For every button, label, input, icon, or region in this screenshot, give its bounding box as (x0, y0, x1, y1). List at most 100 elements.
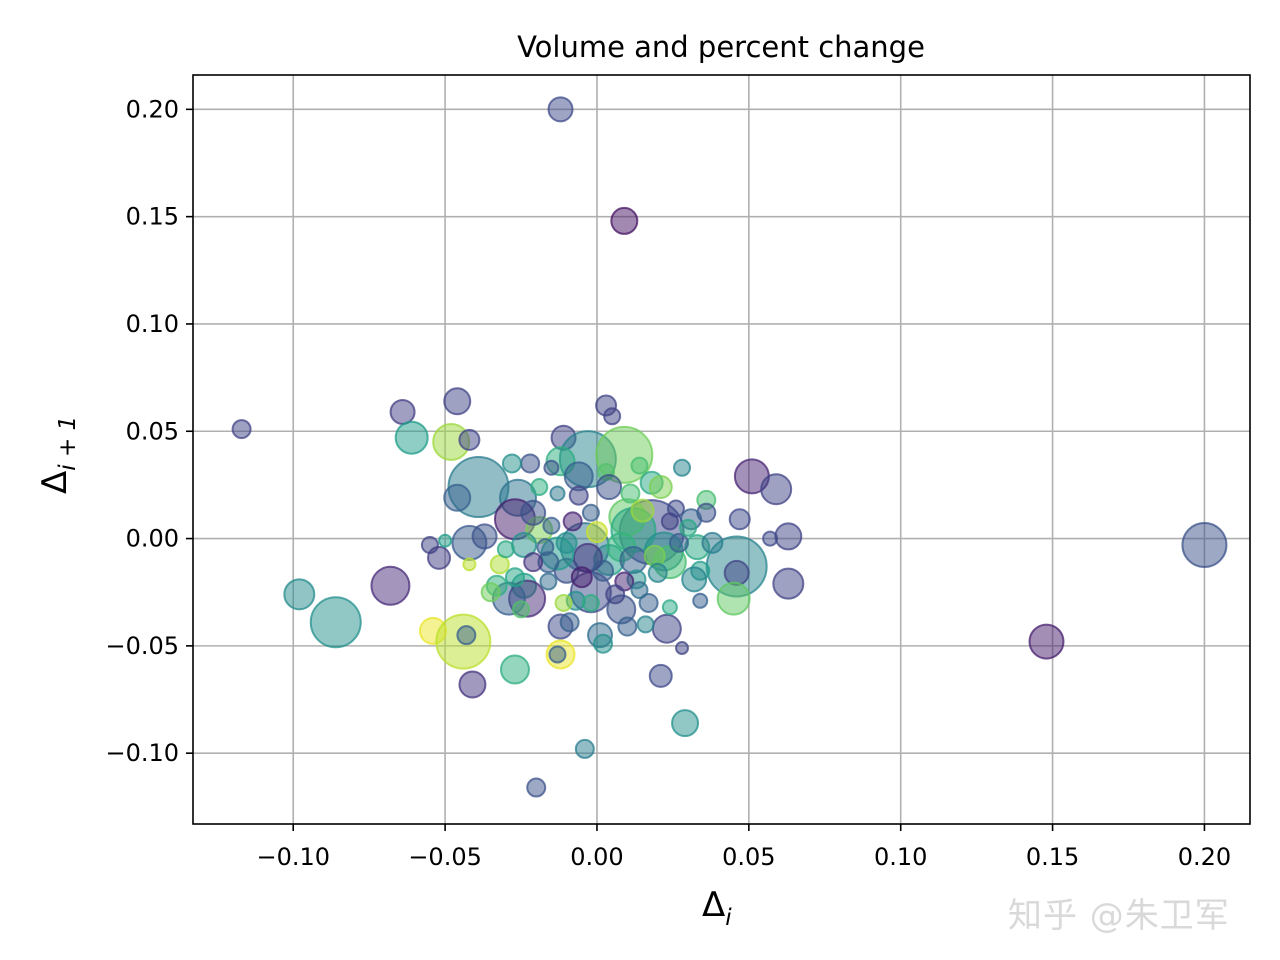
y-axis-label: Δi + 1 (35, 416, 81, 494)
bubble-series (231, 96, 1228, 798)
bubble-point (692, 592, 709, 609)
y-tick-label: 0.10 (126, 310, 179, 338)
bubble-point (679, 518, 698, 537)
bubble-point (630, 456, 649, 475)
bubble-point (648, 663, 673, 688)
bubble-point (592, 559, 615, 582)
bubble-point (480, 582, 501, 603)
bubble-point (539, 572, 558, 591)
x-tick-label: 0.10 (874, 843, 927, 871)
x-axis-label: Δi (702, 885, 732, 931)
bubble-point (647, 562, 668, 583)
x-tick-label: −0.10 (256, 843, 330, 871)
y-tick-label: 0.15 (126, 203, 179, 231)
bubble-point (716, 581, 751, 616)
bubble-point (283, 578, 316, 611)
bubble-point (636, 615, 655, 634)
bubble-point (760, 473, 793, 506)
y-tick-label: 0.05 (126, 417, 179, 445)
bubble-point (568, 485, 589, 506)
bubble-point (762, 530, 779, 547)
x-axis-label-sub: i (725, 905, 732, 931)
y-tick-label: 0.20 (126, 95, 179, 123)
bubble-point (675, 641, 690, 656)
bubble-point (630, 581, 649, 600)
bubble-point (723, 559, 750, 586)
x-tick-label: −0.05 (408, 843, 482, 871)
x-tick-label: 0.00 (570, 843, 623, 871)
bubble-point (536, 538, 555, 557)
bubble-point (520, 453, 541, 474)
bubble-point (630, 498, 655, 523)
bubble-point (570, 566, 593, 589)
x-axis-ticks: −0.10 −0.05 0.00 0.05 0.10 0.15 0.20 (256, 824, 1231, 871)
bubble-point (523, 552, 544, 573)
y-tick-label: 0.00 (126, 525, 179, 553)
bubble-point (638, 592, 659, 613)
bubble-point (499, 654, 530, 685)
plot-frame (192, 74, 1251, 825)
bubble-point (554, 593, 573, 612)
bubble-point (1181, 522, 1228, 569)
y-axis-label-main: Δ (35, 471, 75, 494)
bubble-point (389, 398, 416, 425)
bubble-point (547, 96, 574, 123)
bubble-point (309, 596, 362, 649)
x-tick-label: 0.05 (722, 843, 775, 871)
bubble-point (458, 428, 481, 451)
x-axis-label-main: Δ (702, 885, 725, 925)
bubble-point (660, 512, 679, 531)
bubble-point (542, 516, 561, 535)
bubble-point (648, 475, 673, 500)
bubble-point (549, 485, 566, 502)
bubble-point (596, 474, 623, 501)
bubble-point (456, 625, 477, 646)
bubble-point (471, 523, 498, 550)
bubble-point (496, 540, 515, 559)
y-tick-label: −0.10 (105, 739, 179, 767)
bubble-point (581, 593, 600, 612)
y-tick-label: −0.05 (105, 632, 179, 660)
bubble-point (668, 532, 689, 553)
watermark: 知乎 @朱卫军 (1008, 896, 1230, 936)
bubble-point (543, 459, 560, 476)
bubble-point (619, 546, 648, 575)
y-axis-ticks: −0.10 −0.05 0.00 0.05 0.10 0.15 0.20 (105, 95, 193, 767)
bubble-point (581, 503, 600, 522)
chart-title: Volume and percent change (517, 30, 925, 64)
bubble-point (504, 567, 525, 588)
x-tick-label: 0.20 (1178, 843, 1231, 871)
bubble-point (651, 613, 682, 644)
bubble-point (681, 566, 708, 593)
bubble-point (512, 600, 531, 619)
bubble-point (548, 645, 567, 664)
bubble-point (520, 499, 547, 526)
bubble-point (585, 521, 608, 544)
bubble-point (673, 458, 692, 477)
bubble-point (231, 419, 252, 440)
bubble-point (458, 670, 487, 699)
grid (193, 75, 1250, 824)
bubble-point (462, 557, 477, 572)
x-tick-label: 0.15 (1026, 843, 1079, 871)
bubble-point (643, 544, 666, 567)
bubble-point (559, 612, 580, 633)
bubble-point (728, 508, 751, 531)
bubble-point (526, 777, 547, 798)
bubble-point (501, 453, 522, 474)
bubble-point (605, 584, 626, 605)
bubble-point (661, 599, 678, 616)
bubble-point (620, 483, 641, 504)
bubble-point (562, 511, 583, 532)
bubble-point (530, 478, 549, 497)
bubble-point (593, 633, 614, 654)
bubble-point (394, 420, 429, 455)
bubble-point (774, 522, 803, 551)
y-axis-label-sub: i + 1 (55, 416, 81, 471)
bubble-point (555, 531, 578, 554)
bubble-point (427, 545, 452, 570)
bubble-point (603, 407, 622, 426)
bubble-point (1028, 623, 1065, 660)
bubble-point (370, 565, 411, 606)
